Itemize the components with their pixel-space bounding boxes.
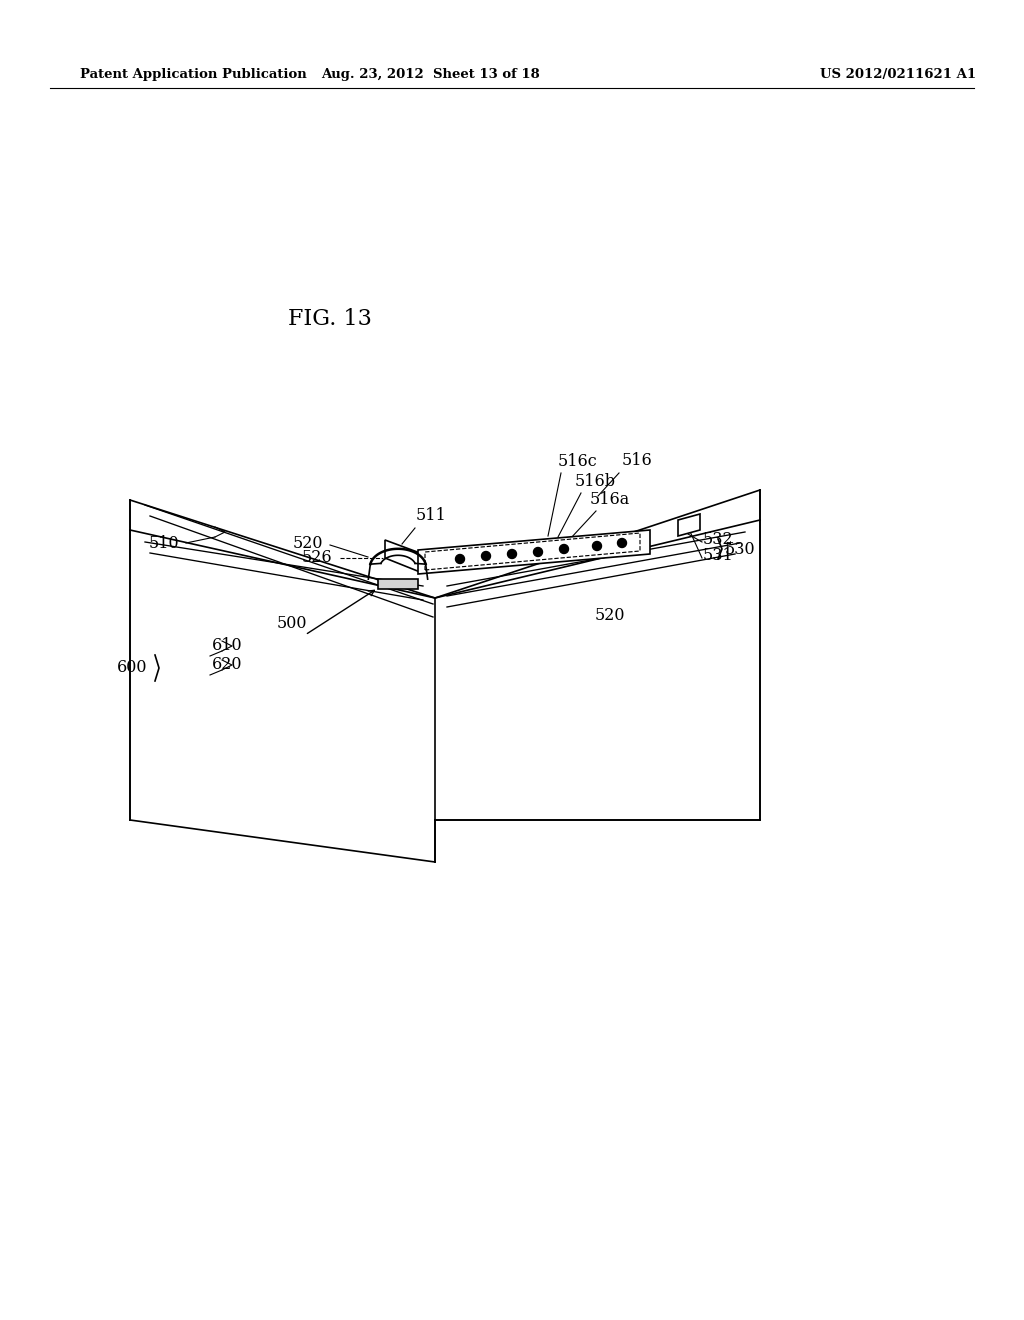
Text: 516a: 516a	[590, 491, 630, 508]
Circle shape	[456, 554, 465, 564]
Circle shape	[481, 552, 490, 561]
Polygon shape	[678, 513, 700, 536]
Text: Aug. 23, 2012  Sheet 13 of 18: Aug. 23, 2012 Sheet 13 of 18	[321, 69, 540, 81]
Text: FIG. 13: FIG. 13	[288, 308, 372, 330]
Circle shape	[617, 539, 627, 548]
Text: 516: 516	[622, 451, 652, 469]
Polygon shape	[418, 531, 650, 574]
Text: 510: 510	[148, 535, 179, 552]
Text: Patent Application Publication: Patent Application Publication	[80, 69, 307, 81]
Text: 620: 620	[212, 656, 243, 673]
Text: 600: 600	[117, 660, 147, 676]
Polygon shape	[385, 540, 420, 572]
Text: 610: 610	[212, 638, 243, 653]
Text: 532: 532	[703, 531, 733, 548]
Circle shape	[559, 544, 568, 553]
Text: 520: 520	[595, 606, 626, 623]
Text: 530: 530	[725, 540, 756, 557]
Text: 516c: 516c	[558, 453, 598, 470]
Polygon shape	[378, 579, 418, 589]
Text: 500: 500	[276, 615, 307, 632]
Circle shape	[534, 548, 543, 557]
Text: 516b: 516b	[575, 473, 616, 490]
Text: 511: 511	[416, 507, 446, 524]
Text: 531: 531	[703, 548, 734, 565]
Circle shape	[508, 549, 516, 558]
Text: 526: 526	[301, 549, 332, 565]
Text: 520: 520	[293, 535, 323, 552]
Text: US 2012/0211621 A1: US 2012/0211621 A1	[820, 69, 976, 81]
Circle shape	[593, 541, 601, 550]
